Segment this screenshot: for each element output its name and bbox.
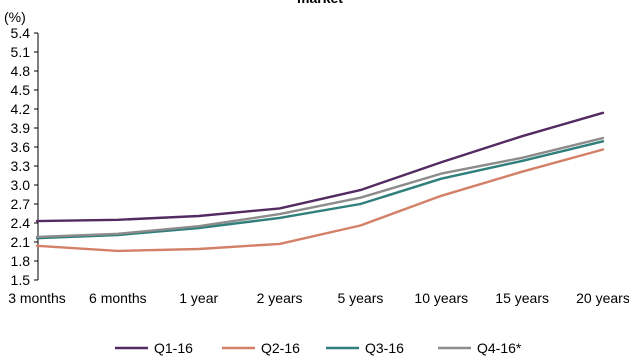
y-tick-label: 2.4	[11, 215, 31, 231]
x-tick-label: 6 months	[89, 290, 147, 306]
x-tick-label: 2 years	[257, 290, 303, 306]
x-tick-label: 1 year	[179, 290, 218, 306]
x-tick-label: 20 years	[576, 290, 629, 306]
legend-label: Q1-16	[154, 340, 193, 356]
legend-label: Q4-16*	[477, 340, 522, 356]
y-tick-label: 4.8	[11, 63, 31, 79]
y-tick-label: 1.8	[11, 253, 31, 269]
y-axis-unit-label: (%)	[4, 9, 26, 25]
legend-label: Q3-16	[365, 340, 404, 356]
y-tick-label: 4.5	[11, 82, 31, 98]
y-tick-label: 3.3	[11, 158, 31, 174]
series-line-q3-16	[35, 140, 605, 240]
y-tick-label: 3.6	[11, 139, 31, 155]
y-tick-label: 1.5	[11, 272, 31, 288]
series-line-q2-16	[35, 148, 605, 253]
y-tick-label: 5.4	[11, 25, 31, 41]
x-tick-label: 5 years	[337, 290, 383, 306]
y-tick-label: 5.1	[11, 44, 31, 60]
y-tick-label: 3.9	[11, 120, 31, 136]
y-tick-label: 2.1	[11, 234, 31, 250]
chart-title-fragment: market	[297, 0, 343, 6]
axes: 1.5 1.8 2.1 2.4 2.7 3.0 3.3 3.6 3.9 4.2 4.5 4.8 5.1 5…	[8, 25, 629, 306]
series-line-q4-16	[35, 136, 605, 239]
legend: Q1-16 Q2-16 Q3-16 Q4-16*	[115, 340, 522, 356]
legend-label: Q2-16	[261, 340, 300, 356]
y-tick-label: 2.7	[11, 196, 31, 212]
y-tick-label: 4.2	[11, 101, 31, 117]
x-tick-label: 3 months	[8, 290, 66, 306]
x-tick-label: 10 years	[414, 290, 468, 306]
x-tick-label: 15 years	[495, 290, 549, 306]
y-tick-label: 3.0	[11, 177, 31, 193]
series-line-q1-16	[35, 111, 605, 223]
series-layer	[35, 111, 605, 253]
